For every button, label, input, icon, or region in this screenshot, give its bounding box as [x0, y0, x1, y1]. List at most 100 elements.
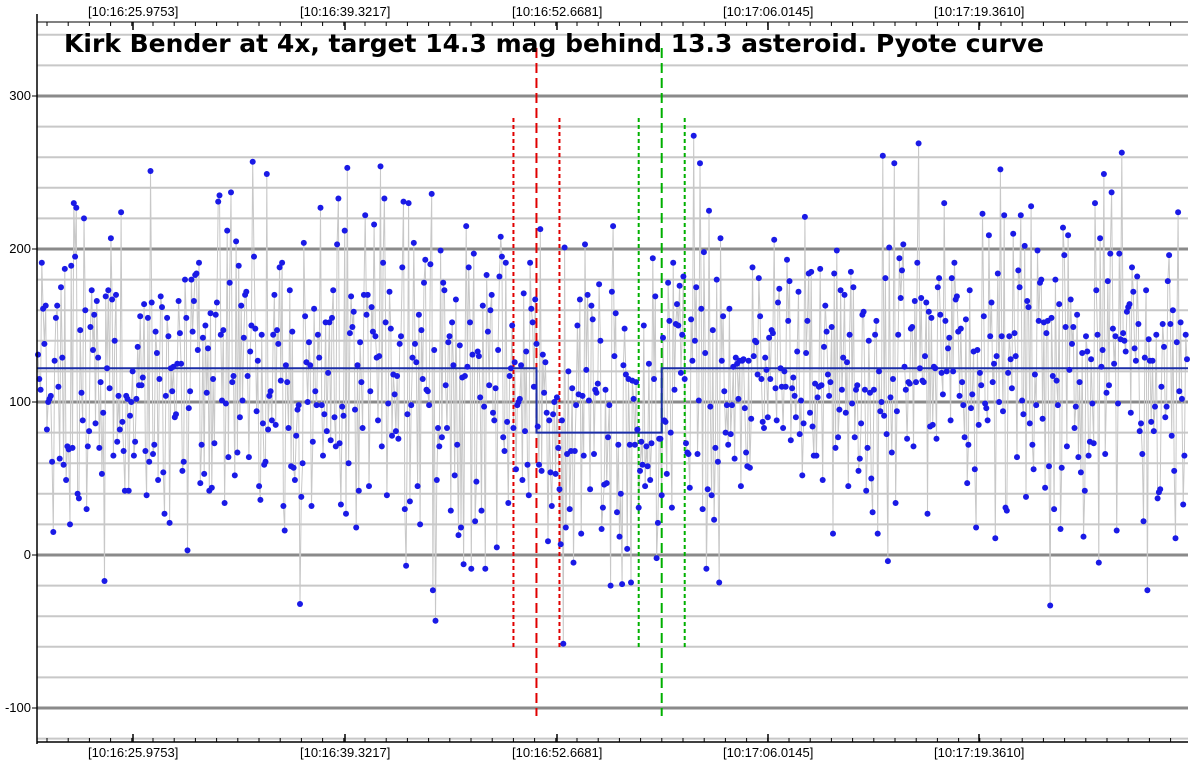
data-point [403, 562, 410, 569]
data-point [183, 314, 190, 321]
data-point [780, 425, 787, 431]
data-point [1083, 333, 1089, 340]
data-point [773, 417, 780, 424]
x-tick-label-bottom: [10:17:06.0145] [723, 745, 813, 760]
data-point [502, 259, 509, 266]
data-point [284, 379, 291, 386]
data-point [156, 376, 163, 382]
data-point [359, 425, 366, 431]
data-point [1122, 348, 1129, 355]
data-point [1047, 602, 1054, 609]
data-point [1017, 212, 1024, 219]
data-point [1023, 493, 1029, 500]
data-point [386, 288, 393, 295]
data-point [539, 351, 546, 358]
data-point [210, 376, 217, 382]
data-point [853, 386, 859, 393]
data-point [488, 291, 495, 298]
data-point [556, 486, 563, 493]
data-point [1085, 452, 1092, 459]
data-point [1157, 486, 1164, 493]
data-point [249, 158, 256, 165]
data-point [808, 268, 815, 275]
data-point [754, 371, 761, 378]
data-point [599, 504, 606, 511]
data-point [450, 362, 457, 369]
data-point [813, 452, 820, 459]
data-point [152, 328, 159, 335]
data-point [1070, 324, 1077, 330]
data-point [104, 365, 110, 372]
data-point [185, 405, 192, 412]
data-point [1058, 464, 1065, 471]
data-point [1132, 357, 1139, 364]
data-point [633, 379, 640, 386]
data-point [767, 376, 774, 382]
data-point [840, 354, 847, 361]
data-point [573, 402, 580, 409]
data-point [285, 425, 292, 431]
data-point [372, 333, 379, 340]
data-point [37, 386, 44, 393]
data-point [1057, 526, 1064, 532]
data-point [649, 255, 656, 262]
data-point [906, 380, 913, 387]
data-point [703, 565, 710, 572]
data-point [522, 428, 528, 435]
x-tick-label-bottom: [10:16:52.6681] [512, 745, 602, 760]
data-point [714, 458, 721, 465]
data-point [109, 296, 116, 303]
data-point [505, 500, 512, 506]
data-point [198, 441, 205, 448]
data-point [938, 369, 945, 376]
data-point [795, 288, 802, 295]
data-point [745, 357, 752, 364]
data-point [603, 480, 610, 487]
data-point [743, 449, 750, 456]
data-point [1043, 330, 1050, 337]
x-tick-label-top: [10:16:25.9753] [88, 4, 178, 19]
data-point [299, 460, 306, 467]
data-point [486, 382, 493, 389]
data-point [419, 376, 426, 382]
data-point [923, 299, 930, 306]
data-point [835, 434, 842, 441]
data-point [247, 348, 254, 355]
data-point [1066, 366, 1073, 373]
data-point [128, 399, 135, 405]
data-point [387, 325, 394, 332]
data-point [473, 478, 480, 485]
data-point [1148, 418, 1155, 425]
data-point [56, 455, 63, 462]
data-point [465, 264, 472, 271]
data-point [67, 521, 73, 528]
data-point [83, 506, 90, 513]
data-point [877, 408, 884, 415]
data-point [761, 425, 767, 431]
data-point [796, 431, 803, 438]
data-point [294, 406, 301, 413]
data-point [538, 467, 545, 474]
data-point [681, 376, 688, 382]
data-point [776, 285, 783, 292]
data-point [472, 518, 479, 525]
data-point [555, 444, 562, 451]
data-point [1069, 340, 1075, 347]
data-point [832, 444, 839, 451]
data-point [190, 298, 197, 304]
data-point [382, 319, 389, 326]
data-connectors [37, 135, 1188, 644]
data-point [844, 359, 850, 366]
x-tick-label-bottom: [10:16:25.9753] [88, 745, 178, 760]
data-point [114, 438, 121, 445]
data-point [530, 383, 537, 390]
data-point [483, 272, 490, 278]
data-point [891, 160, 898, 167]
data-point [193, 270, 200, 277]
data-point [998, 333, 1005, 340]
data-point [881, 412, 888, 419]
data-point [493, 544, 500, 551]
data-point [561, 244, 568, 251]
data-point [215, 198, 222, 205]
